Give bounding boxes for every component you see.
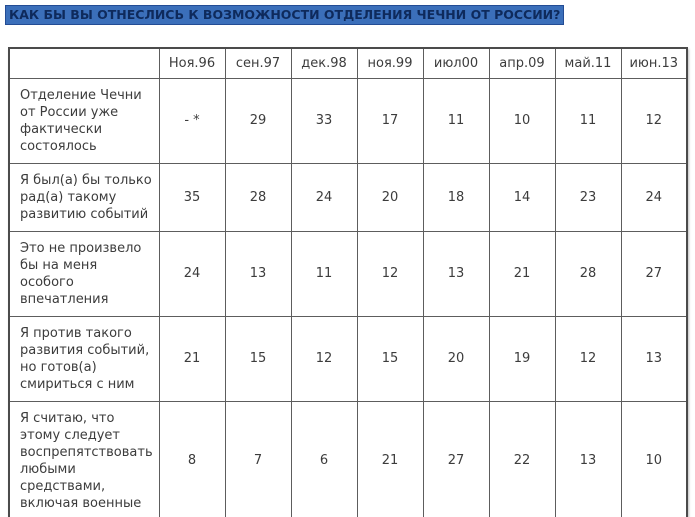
column-header: сен.97 xyxy=(224,47,292,79)
row-label: Я считаю, что этому следует воспрепятств… xyxy=(8,400,160,517)
table-cell: 13 xyxy=(554,400,622,517)
table-cell: 21 xyxy=(488,230,556,317)
corner-cell xyxy=(8,47,160,79)
table-cell: 12 xyxy=(620,77,688,164)
header-row: Ноя.96 сен.97 дек.98 ноя.99 июл00 апр.09… xyxy=(8,47,688,79)
table-cell: 11 xyxy=(290,230,358,317)
table-cell: 13 xyxy=(224,230,292,317)
table-cell: 13 xyxy=(422,230,490,317)
table-cell: 10 xyxy=(488,77,556,164)
table-cell: 21 xyxy=(356,400,424,517)
column-header: дек.98 xyxy=(290,47,358,79)
table-cell: 24 xyxy=(290,162,358,232)
row-label: Я против такого развития событий, но гот… xyxy=(8,315,160,402)
row-label: Это не произвело бы на меня особого впеч… xyxy=(8,230,160,317)
table-cell: 20 xyxy=(356,162,424,232)
table-cell: 14 xyxy=(488,162,556,232)
column-header: июл00 xyxy=(422,47,490,79)
table-cell: 22 xyxy=(488,400,556,517)
table-cell: 23 xyxy=(554,162,622,232)
column-header: Ноя.96 xyxy=(158,47,226,79)
table-cell: 6 xyxy=(290,400,358,517)
table-cell: 28 xyxy=(554,230,622,317)
table-cell: 15 xyxy=(224,315,292,402)
table-cell: 21 xyxy=(158,315,226,402)
column-header: апр.09 xyxy=(488,47,556,79)
table-cell: 12 xyxy=(356,230,424,317)
table-row: Я считаю, что этому следует воспрепятств… xyxy=(8,400,688,517)
table-cell: 33 xyxy=(290,77,358,164)
table-cell: 35 xyxy=(158,162,226,232)
table-cell: 8 xyxy=(158,400,226,517)
table-cell: 20 xyxy=(422,315,490,402)
table-row: Отделение Чечни от России уже фактически… xyxy=(8,77,688,164)
table-cell: 13 xyxy=(620,315,688,402)
table-cell: 27 xyxy=(620,230,688,317)
table-cell: 19 xyxy=(488,315,556,402)
table-cell: 12 xyxy=(554,315,622,402)
table-row: Я против такого развития событий, но гот… xyxy=(8,315,688,402)
row-label: Я был(а) бы только рад(а) такому развити… xyxy=(8,162,160,232)
table-body: Отделение Чечни от России уже фактически… xyxy=(8,77,688,517)
poll-results-table: Ноя.96 сен.97 дек.98 ноя.99 июл00 апр.09… xyxy=(8,47,688,517)
table-cell: 24 xyxy=(620,162,688,232)
table-header: Ноя.96 сен.97 дек.98 ноя.99 июл00 апр.09… xyxy=(8,47,688,79)
table-cell: 24 xyxy=(158,230,226,317)
table-cell: - * xyxy=(158,77,226,164)
table-cell: 15 xyxy=(356,315,424,402)
column-header: июн.13 xyxy=(620,47,688,79)
table-cell: 18 xyxy=(422,162,490,232)
column-header: май.11 xyxy=(554,47,622,79)
table-row: Это не произвело бы на меня особого впеч… xyxy=(8,230,688,317)
table-cell: 11 xyxy=(422,77,490,164)
table-cell: 12 xyxy=(290,315,358,402)
table-cell: 7 xyxy=(224,400,292,517)
row-label: Отделение Чечни от России уже фактически… xyxy=(8,77,160,164)
page-title: КАК БЫ ВЫ ОТНЕСЛИСЬ К ВОЗМОЖНОСТИ ОТДЕЛЕ… xyxy=(5,5,565,25)
column-header: ноя.99 xyxy=(356,47,424,79)
table-cell: 17 xyxy=(356,77,424,164)
table-cell: 10 xyxy=(620,400,688,517)
table-cell: 29 xyxy=(224,77,292,164)
table-cell: 11 xyxy=(554,77,622,164)
table-cell: 27 xyxy=(422,400,490,517)
table-row: Я был(а) бы только рад(а) такому развити… xyxy=(8,162,688,232)
table-cell: 28 xyxy=(224,162,292,232)
